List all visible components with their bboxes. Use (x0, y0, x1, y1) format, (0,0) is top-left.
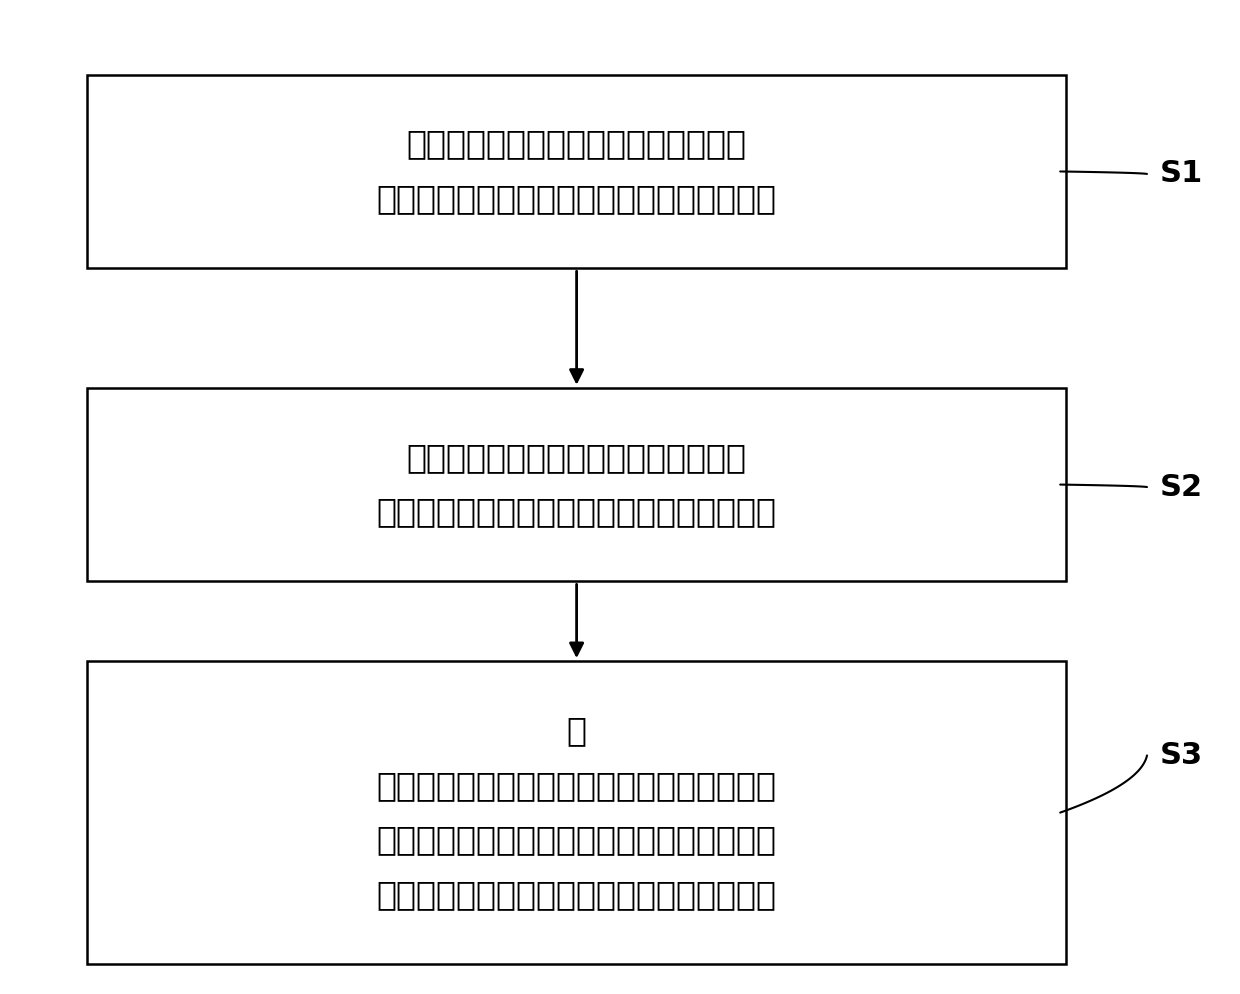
Text: 铁离子、氢氧化铁等在缺氧区继续参与除磷反: 铁离子、氢氧化铁等在缺氧区继续参与除磷反 (377, 768, 776, 802)
Bar (87, 388, 1066, 581)
Text: ，其进水来源于曝气池或沉淀池回流液: ，其进水来源于曝气池或沉淀池回流液 (407, 127, 746, 161)
Text: 通过利用可调式供电电源设备给电解板提供电: 通过利用可调式供电电源设备给电解板提供电 (377, 495, 776, 529)
Text: 压以电解进水和系统高含氧量的回流液: 压以电解进水和系统高含氧量的回流液 (407, 440, 746, 474)
Text: 将所述电解除磷设备的电解板设置于缺氧池前: 将所述电解除磷设备的电解板设置于缺氧池前 (377, 182, 776, 216)
Text: S3: S3 (1159, 741, 1203, 770)
Text: S1: S1 (1159, 159, 1203, 189)
Text: S2: S2 (1159, 472, 1203, 502)
Bar (87, 75, 1066, 268)
Text: 于缺氧区设置多级沉淀结构和专有填料，使磷: 于缺氧区设置多级沉淀结构和专有填料，使磷 (377, 878, 776, 911)
Bar (87, 661, 1066, 964)
Text: 应: 应 (567, 714, 587, 747)
Text: 酸铁等物质能有效沉降，电解设备产生的剩余: 酸铁等物质能有效沉降，电解设备产生的剩余 (377, 823, 776, 857)
